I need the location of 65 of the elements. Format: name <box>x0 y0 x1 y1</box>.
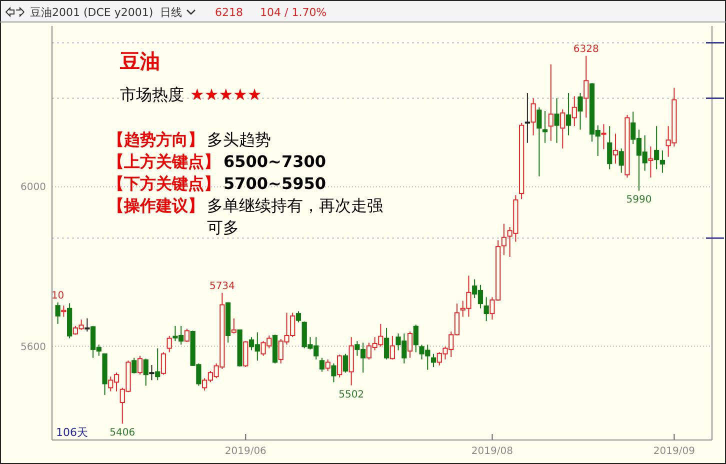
candlestick <box>296 310 302 323</box>
candlestick <box>584 55 589 118</box>
candlestick <box>390 335 395 360</box>
candlestick <box>542 110 548 144</box>
candlestick <box>325 358 330 372</box>
candlestick <box>654 126 660 170</box>
x-tick-label: 2019/06 <box>224 446 266 457</box>
candlestick <box>331 362 336 383</box>
candlestick <box>530 98 536 136</box>
candlestick <box>137 355 143 376</box>
text: 豆油 <box>119 49 160 73</box>
candlestick <box>55 302 60 324</box>
candlestick <box>337 354 342 378</box>
annotation: 【操作建议】多单继续持有，再次走强可多 <box>108 196 383 237</box>
candlestick <box>536 106 542 177</box>
x-tick-label: 2019/08 <box>471 446 513 457</box>
candlestick <box>578 92 583 130</box>
candlestick <box>84 318 90 332</box>
annotation: 5734 <box>209 280 235 292</box>
annotation: 5406 <box>110 428 136 439</box>
candlestick <box>166 335 172 353</box>
candlestick <box>155 348 160 381</box>
y-tick-label: 5600 <box>20 342 46 353</box>
candlestick <box>660 150 665 174</box>
candlestick <box>132 357 137 374</box>
candlestick <box>430 353 436 368</box>
candlestick <box>612 133 618 164</box>
candlestick <box>648 146 654 178</box>
text: 豆油2001 (DCE y2001) <box>30 6 154 19</box>
x-tick-label: 2019/09 <box>653 446 695 457</box>
annotation: 市场热度 ★★★★★ <box>120 85 262 104</box>
text: 日线 <box>160 6 182 19</box>
annotation: 6328 <box>573 44 599 55</box>
annotation: 5990 <box>626 194 652 206</box>
candlestick <box>524 92 530 144</box>
annotation: 10 <box>51 290 64 302</box>
candlestick <box>149 364 154 381</box>
y-tick-label: 6000 <box>20 182 46 194</box>
candlestick <box>143 358 148 386</box>
candlestick <box>319 357 325 372</box>
candlestick <box>601 124 606 150</box>
candlestick <box>566 92 572 136</box>
candlestick <box>413 324 418 353</box>
annotation: 【下方关键点】5700~5950 <box>108 174 326 193</box>
annotation: 【趋势方向】多头趋势 <box>108 130 271 149</box>
candlestick <box>61 305 66 318</box>
candlestick <box>184 328 190 342</box>
annotation: 【上方关键点】6500~7300 <box>108 152 326 171</box>
text: 6218 <box>215 6 243 19</box>
text: 104 / 1.70% <box>260 6 327 19</box>
candlestick <box>384 327 390 360</box>
annotation: 5502 <box>338 389 364 400</box>
candlestick <box>342 353 348 374</box>
candlestick <box>231 318 236 334</box>
candlestick <box>548 64 554 142</box>
candlestick <box>160 352 166 376</box>
candlestick <box>607 126 612 170</box>
candlestick <box>618 148 624 174</box>
annotation: 106天 <box>56 426 88 439</box>
candlestick <box>484 296 489 322</box>
candlestick <box>560 108 566 149</box>
candlestick <box>554 98 560 144</box>
candlestick <box>243 340 248 368</box>
candlestick <box>572 96 577 127</box>
candlestick <box>407 331 413 358</box>
